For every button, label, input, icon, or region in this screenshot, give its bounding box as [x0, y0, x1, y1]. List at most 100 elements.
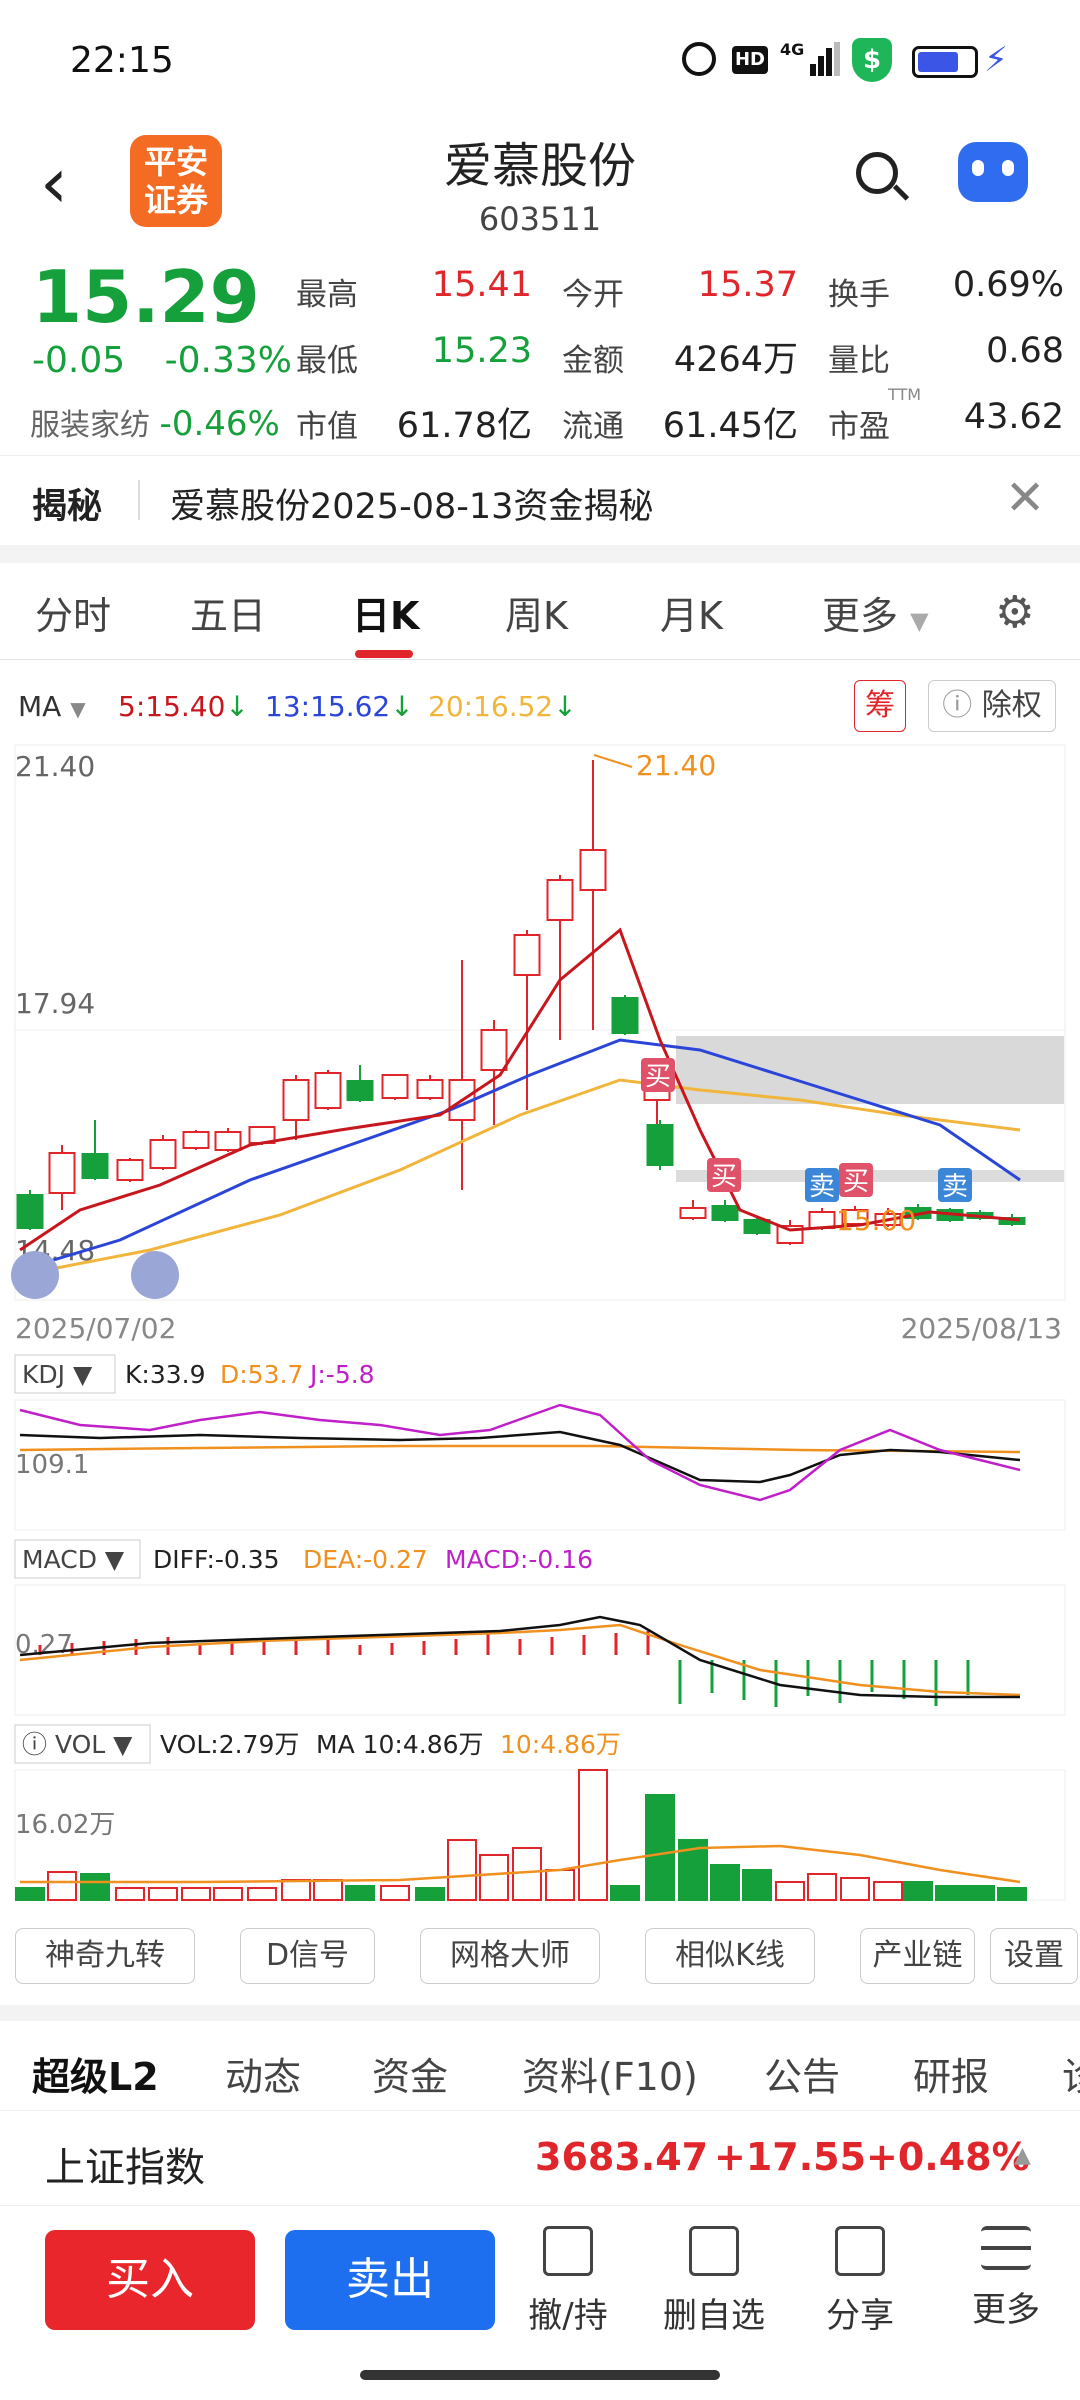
industry-chain-button[interactable]: 产业链: [860, 1928, 975, 1984]
settings-gear-icon[interactable]: ⚙: [995, 587, 1035, 638]
share-button[interactable]: 分享: [800, 2226, 920, 2337]
volume-bar: [313, 1879, 343, 1901]
industry-change[interactable]: 服装家纺 -0.46%: [30, 400, 280, 444]
back-icon[interactable]: ‹: [40, 142, 68, 224]
cancel-hold-label: 撤/持: [528, 2296, 608, 2336]
candle-body: [116, 1159, 144, 1181]
fund-reveal-banner[interactable]: 揭秘 爱慕股份2025-08-13资金揭秘 ✕: [0, 455, 1080, 545]
similar-k-button[interactable]: 相似K线: [645, 1928, 815, 1984]
volume-bar: [935, 1885, 965, 1901]
tab-intraday[interactable]: 分时: [35, 594, 112, 638]
candle-body: [579, 849, 607, 891]
tab-five-day[interactable]: 五日: [190, 594, 267, 638]
ex-right-button[interactable]: ⓘ 除权: [928, 680, 1056, 732]
logo-line-1: 平安: [143, 143, 208, 181]
buy-button[interactable]: 买入: [45, 2230, 255, 2330]
settings-button[interactable]: 设置: [990, 1928, 1078, 1984]
high-label: 最高: [296, 277, 358, 313]
candle-body: [182, 1131, 210, 1149]
macd-frame: [14, 1584, 1066, 1716]
volume-bar: [807, 1873, 837, 1901]
tab-weekly-k[interactable]: 周K: [505, 594, 568, 638]
menu-icon: [981, 2226, 1031, 2270]
candle-body: [346, 1080, 374, 1101]
volume-bar: [610, 1885, 640, 1901]
signal-label: 买: [645, 1062, 671, 1092]
tab-announcements[interactable]: 公告: [764, 2055, 841, 2099]
share-label: 分享: [826, 2296, 894, 2336]
magic-nine-button[interactable]: 神奇九转: [15, 1928, 195, 1984]
volume-bar: [578, 1769, 608, 1901]
expand-left-icon: [11, 1251, 59, 1299]
kdj-chart[interactable]: KDJ ▼ K:33.9 D:53.7 J:-5.8 109.1: [0, 1350, 1080, 1535]
low-label: 最低: [296, 343, 358, 379]
shield-dollar-icon: $: [852, 38, 892, 82]
ma-selector[interactable]: MA ▼: [18, 690, 86, 723]
candle-body: [214, 1131, 242, 1151]
index-ticker[interactable]: 上证指数 3683.47 +17.55 +0.48% ▲: [0, 2110, 1080, 2206]
macd-dea-line: [19, 1623, 1021, 1697]
more-label: 更多: [972, 2290, 1040, 2330]
more-button[interactable]: 更多: [946, 2226, 1066, 2331]
tab-daily-k[interactable]: 日K: [352, 594, 420, 638]
vol-ma10b: 10:4.86万: [500, 1730, 621, 1759]
hd-icon: HD: [732, 46, 768, 74]
macd-value: MACD:-0.16: [445, 1545, 593, 1574]
close-icon[interactable]: ✕: [1005, 470, 1046, 526]
volume-bar: [479, 1854, 509, 1901]
kdj-selector: [14, 1354, 116, 1394]
ma13-text: 13:15.62: [265, 690, 391, 723]
tab-more[interactable]: 更多 ▼: [822, 585, 929, 640]
search-icon[interactable]: [856, 152, 910, 204]
candle-body: [646, 1124, 674, 1166]
tab-funds[interactable]: 资金: [372, 2055, 449, 2099]
info-tabs: 超级L2 动态 资金 资料(F10) 公告 研报 诊: [0, 2030, 1080, 2102]
candle-body: [513, 934, 541, 976]
chip-distribution-button[interactable]: 筹: [854, 680, 906, 732]
macd-chart[interactable]: MACD ▼ DIFF:-0.35 DEA:-0.27 MACD:-0.160.27: [0, 1535, 1080, 1720]
d-signal-button[interactable]: D信号: [240, 1928, 375, 1984]
volume-bar: [873, 1881, 903, 1901]
index-percent: +0.48%: [866, 2135, 1030, 2179]
candle-body: [81, 1153, 109, 1179]
tab-f10[interactable]: 资料(F10): [522, 2055, 698, 2099]
reveal-divider: [138, 480, 140, 520]
assistant-robot-icon[interactable]: [958, 142, 1028, 202]
kdj-j-line: [19, 1403, 1021, 1502]
industry-label: 服装家纺: [30, 408, 150, 443]
arrow-down-icon: ↓: [553, 690, 577, 723]
low-price-label: 15.00: [836, 1204, 916, 1237]
reveal-text[interactable]: 爱慕股份2025-08-13资金揭秘: [170, 487, 654, 527]
volume-chart[interactable]: ⓘ VOL ▼ VOL:2.79万 MA 10:4.86万 10:4.86万 16.02…: [0, 1720, 1080, 1905]
ma5-text: 5:15.40: [118, 690, 226, 723]
candle-body: [314, 1072, 342, 1109]
volume-bar: [115, 1887, 145, 1901]
cancel-hold-button[interactable]: 撤/持: [508, 2226, 628, 2337]
tab-research[interactable]: 研报: [913, 2055, 990, 2099]
divider-gap: [0, 2005, 1080, 2021]
volume-bar: [645, 1794, 675, 1901]
active-tab-indicator: [355, 650, 413, 658]
vol-ma-line: [20, 1844, 1021, 1884]
y-tick-label: 21.40: [15, 750, 95, 783]
high-price-label: 21.40: [636, 749, 716, 782]
volume-ratio-value: 0.68: [986, 331, 1064, 371]
signal-badge: [839, 1163, 873, 1197]
tab-monthly-k[interactable]: 月K: [660, 594, 723, 638]
status-bar: 22:15 HD 4G $ ⚡: [0, 0, 1080, 120]
tab-diagnosis[interactable]: 诊: [1062, 2046, 1080, 2101]
grid-master-button[interactable]: 网格大师: [420, 1928, 600, 1984]
tab-more-label: 更多: [822, 594, 899, 638]
sell-button[interactable]: 卖出: [285, 2230, 495, 2330]
remove-watchlist-button[interactable]: 删自选: [654, 2226, 774, 2337]
pe-ttm-sup: TTM: [888, 385, 922, 404]
ma5-line: [19, 927, 1021, 1252]
tab-news[interactable]: 动态: [225, 2055, 302, 2099]
change-percent: -0.33%: [164, 340, 292, 381]
ex-right-label: 除权: [981, 688, 1042, 723]
stock-code: 603511: [478, 200, 602, 238]
ma20-value: 20:16.52↓: [428, 690, 577, 723]
tab-super-l2[interactable]: 超级L2: [32, 2055, 159, 2099]
signal-label: 买: [711, 1162, 737, 1192]
